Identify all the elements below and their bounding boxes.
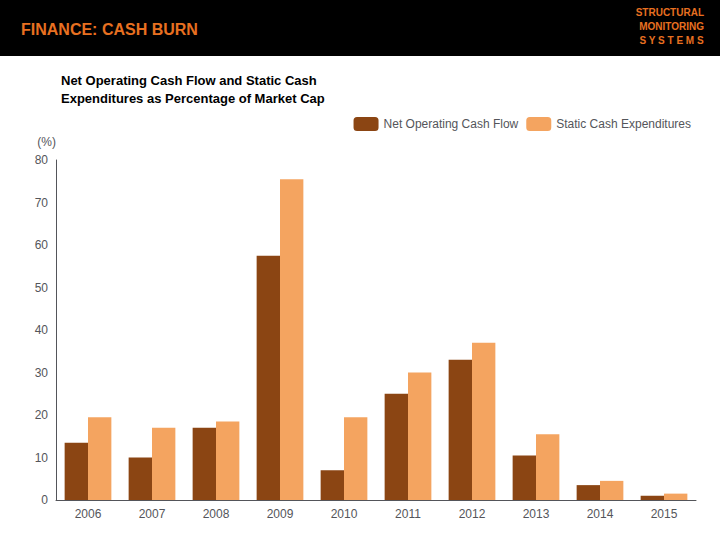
svg-text:Net Operating Cash Flow: Net Operating Cash Flow bbox=[384, 117, 519, 131]
svg-text:0: 0 bbox=[41, 493, 48, 507]
svg-text:40: 40 bbox=[35, 323, 49, 337]
svg-text:2014: 2014 bbox=[587, 507, 614, 521]
svg-text:2009: 2009 bbox=[267, 507, 294, 521]
svg-text:60: 60 bbox=[35, 238, 49, 252]
svg-text:2008: 2008 bbox=[203, 507, 230, 521]
svg-text:2015: 2015 bbox=[651, 507, 678, 521]
svg-text:80: 80 bbox=[35, 153, 49, 167]
svg-text:Net Operating Cash Flow and St: Net Operating Cash Flow and Static Cash bbox=[61, 73, 317, 88]
svg-text:70: 70 bbox=[35, 196, 49, 210]
svg-text:2010: 2010 bbox=[331, 507, 358, 521]
svg-text:MONITORING: MONITORING bbox=[639, 21, 704, 32]
svg-text:S Y S T E M S: S Y S T E M S bbox=[640, 35, 704, 46]
svg-text:50: 50 bbox=[35, 281, 49, 295]
svg-text:20: 20 bbox=[35, 408, 49, 422]
svg-text:2006: 2006 bbox=[75, 507, 102, 521]
svg-text:Expenditures as Percentage of: Expenditures as Percentage of Market Cap bbox=[61, 91, 325, 106]
svg-text:STRUCTURAL: STRUCTURAL bbox=[636, 7, 704, 18]
svg-text:(%): (%) bbox=[37, 135, 56, 149]
svg-text:FINANCE: CASH BURN: FINANCE: CASH BURN bbox=[21, 21, 198, 38]
svg-text:Static Cash Expenditures: Static Cash Expenditures bbox=[556, 117, 691, 131]
svg-text:2011: 2011 bbox=[395, 507, 421, 521]
svg-text:2012: 2012 bbox=[459, 507, 486, 521]
svg-text:30: 30 bbox=[35, 366, 49, 380]
svg-text:2007: 2007 bbox=[139, 507, 166, 521]
svg-text:10: 10 bbox=[35, 451, 49, 465]
svg-text:2013: 2013 bbox=[523, 507, 550, 521]
